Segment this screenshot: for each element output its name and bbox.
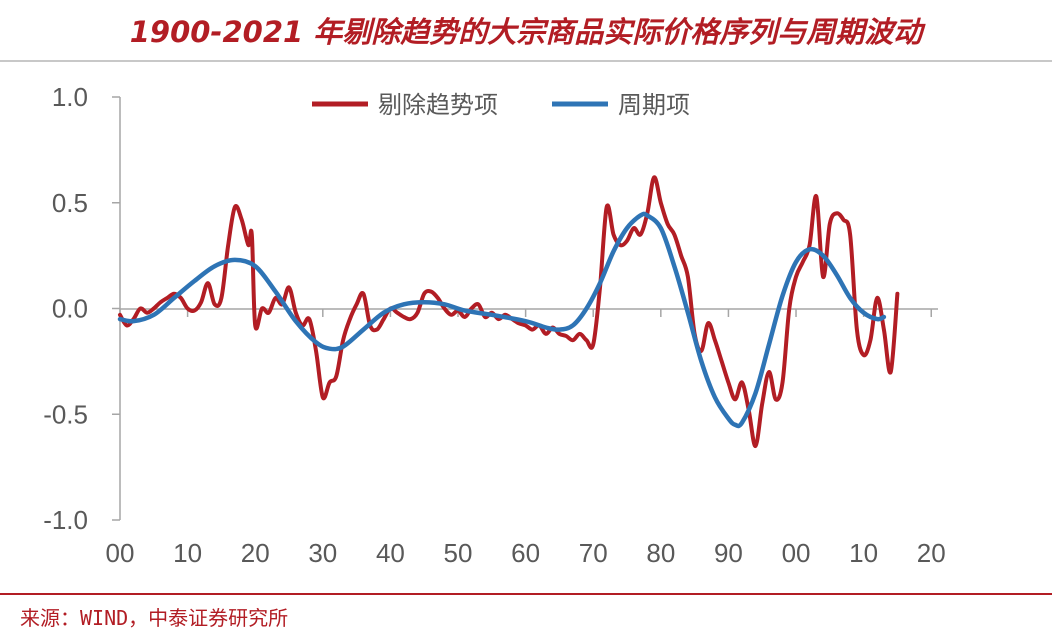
legend-label: 剔除趋势项 xyxy=(378,91,498,119)
x-tick-label: 60 xyxy=(511,538,540,568)
legend-label: 周期项 xyxy=(618,91,690,119)
x-tick-label: 10 xyxy=(849,538,878,568)
y-tick-label: 0.5 xyxy=(52,188,88,218)
x-tick-label: 70 xyxy=(579,538,608,568)
detrended-series-line xyxy=(118,175,900,449)
source-note: 来源：WIND，中泰证券研究所 xyxy=(20,606,289,630)
x-tick-label: 90 xyxy=(714,538,743,568)
x-tick-label: 10 xyxy=(173,538,202,568)
cycle-series-line xyxy=(117,211,887,429)
y-tick-label: 0.0 xyxy=(52,294,88,324)
x-tick-label: 40 xyxy=(376,538,405,568)
x-tick-label: 20 xyxy=(917,538,946,568)
x-tick-label: 20 xyxy=(241,538,270,568)
x-tick-label: 00 xyxy=(106,538,135,568)
x-tick-label: 30 xyxy=(308,538,337,568)
y-tick-label: 1.0 xyxy=(52,82,88,112)
footer-divider xyxy=(0,593,1052,595)
chart-title: 1900-2021 年剔除趋势的大宗商品实际价格序列与周期波动 xyxy=(129,15,923,49)
title-divider xyxy=(0,60,1052,62)
series-layer xyxy=(117,175,900,449)
x-tick-label: 80 xyxy=(646,538,675,568)
axes: 1.0 0.5 0.0 -0.5 -1.0 00 10 20 30 40 50 60 70 80 90 00 1… xyxy=(43,82,946,568)
legend: 剔除趋势项 周期项 xyxy=(312,91,690,119)
y-tick-label: -1.0 xyxy=(43,505,88,535)
y-tick-label: -0.5 xyxy=(43,399,88,429)
x-tick-label: 00 xyxy=(782,538,811,568)
x-tick-label: 50 xyxy=(444,538,473,568)
